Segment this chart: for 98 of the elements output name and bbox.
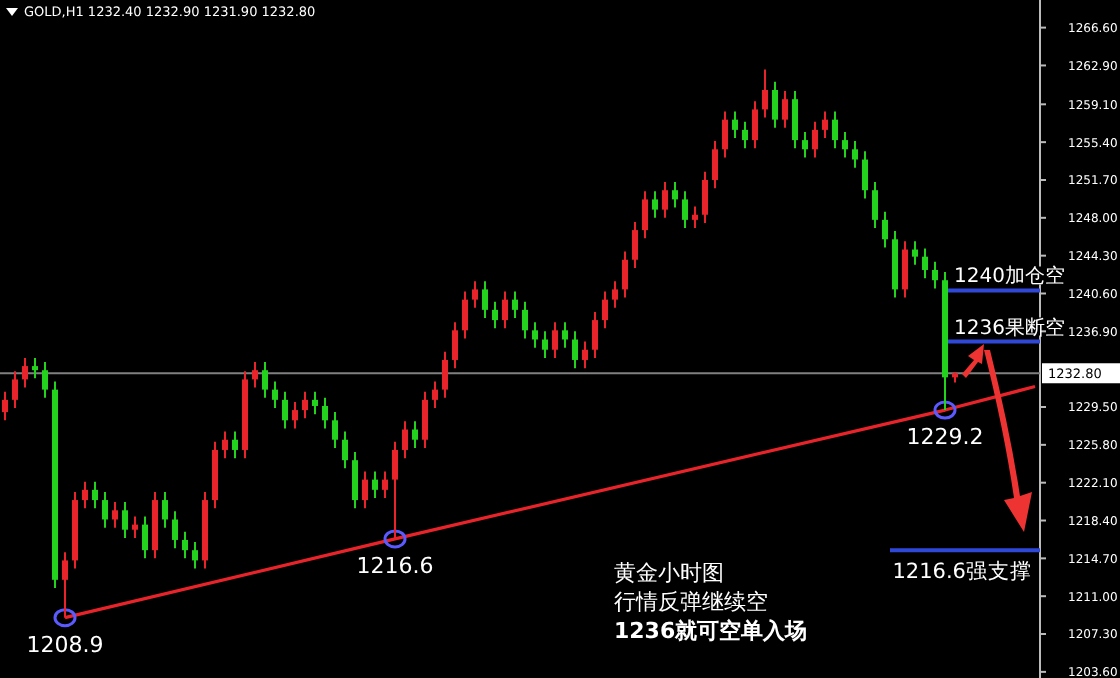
candlestick bbox=[352, 451, 358, 510]
candlestick bbox=[782, 90, 788, 129]
annotation: 1236就可空单入场 bbox=[614, 618, 808, 644]
candlestick bbox=[922, 247, 928, 280]
candlestick bbox=[92, 480, 98, 510]
candlestick bbox=[442, 350, 448, 399]
candlestick bbox=[662, 181, 668, 219]
candlestick bbox=[502, 290, 508, 330]
candlestick bbox=[32, 356, 38, 380]
candlestick bbox=[292, 400, 298, 430]
candlestick bbox=[302, 390, 308, 420]
candlestick bbox=[912, 240, 918, 266]
candlestick bbox=[172, 510, 178, 550]
candlestick bbox=[592, 310, 598, 359]
candlestick bbox=[332, 411, 338, 449]
candlestick bbox=[852, 140, 858, 169]
candlestick bbox=[862, 150, 868, 200]
candlestick bbox=[722, 110, 728, 159]
candlestick bbox=[382, 470, 388, 500]
candlestick bbox=[932, 260, 938, 290]
candlestick bbox=[12, 370, 18, 410]
candlestick bbox=[432, 380, 438, 410]
candlestick bbox=[112, 501, 118, 529]
candlestick bbox=[732, 110, 738, 140]
candlestick bbox=[772, 80, 778, 129]
candlestick bbox=[322, 396, 328, 430]
candlestick bbox=[882, 210, 888, 249]
candlestick bbox=[562, 321, 568, 349]
ref-line-label: 1240加仓空 bbox=[954, 264, 1065, 289]
candlestick bbox=[902, 240, 908, 299]
candlestick bbox=[742, 120, 748, 150]
candlestick bbox=[262, 361, 268, 399]
candlestick bbox=[792, 90, 798, 150]
candlestick bbox=[82, 480, 88, 510]
candlestick bbox=[632, 220, 638, 269]
candlestick bbox=[22, 356, 28, 389]
annotation: 行情反弹继续空 bbox=[614, 589, 768, 615]
candlestick bbox=[42, 361, 48, 399]
candlestick bbox=[122, 501, 128, 539]
data-label: 1229.2 bbox=[906, 424, 984, 451]
candlestick bbox=[372, 470, 378, 500]
candlestick bbox=[752, 100, 758, 150]
candlestick bbox=[272, 380, 278, 410]
candlestick bbox=[142, 515, 148, 560]
ref-line-label: 1216.6强支撑 bbox=[892, 558, 1032, 585]
candlestick bbox=[452, 321, 458, 370]
candlestick bbox=[612, 280, 618, 309]
candlestick bbox=[102, 490, 108, 529]
candlestick bbox=[422, 390, 428, 449]
candlestick bbox=[702, 170, 708, 224]
candlestick bbox=[342, 430, 348, 470]
candlestick bbox=[312, 390, 318, 416]
annotation: 黄金小时图 bbox=[614, 560, 724, 586]
candlestick bbox=[232, 430, 238, 460]
data-label: 1208.9 bbox=[26, 631, 104, 658]
candlestick bbox=[492, 300, 498, 330]
candlestick bbox=[832, 110, 838, 150]
candlestick bbox=[282, 390, 288, 430]
point bbox=[383, 529, 407, 549]
candlestick bbox=[162, 490, 168, 529]
candlestick bbox=[362, 470, 368, 510]
candlestick bbox=[462, 290, 468, 340]
candlestick bbox=[2, 390, 8, 422]
candlestick bbox=[642, 190, 648, 240]
candlestick bbox=[412, 420, 418, 449]
candlestick bbox=[812, 120, 818, 159]
candlestick bbox=[672, 181, 678, 209]
data-label: 1216.6 bbox=[356, 552, 434, 579]
candlestick bbox=[392, 440, 398, 540]
candlestick bbox=[532, 321, 538, 349]
point bbox=[933, 400, 957, 420]
candlestick bbox=[472, 280, 478, 309]
candlestick bbox=[622, 250, 628, 299]
point bbox=[53, 608, 77, 628]
candlestick bbox=[222, 430, 228, 460]
candlestick bbox=[692, 205, 698, 230]
candlestick bbox=[132, 515, 138, 539]
candlestick bbox=[842, 130, 848, 159]
candlestick bbox=[712, 140, 718, 190]
candlestick bbox=[542, 330, 548, 359]
candlestick bbox=[402, 420, 408, 460]
candlestick bbox=[582, 340, 588, 370]
candlestick bbox=[572, 330, 578, 370]
candlestick bbox=[762, 68, 768, 119]
candlestick bbox=[602, 290, 608, 330]
candlestick bbox=[652, 190, 658, 219]
candlestick bbox=[822, 110, 828, 140]
candlestick bbox=[522, 300, 528, 340]
candlestick bbox=[872, 181, 878, 230]
candlestick bbox=[182, 530, 188, 560]
candlestick bbox=[802, 130, 808, 159]
candlestick bbox=[682, 190, 688, 230]
candlestick bbox=[192, 540, 198, 570]
candlestick bbox=[512, 290, 518, 320]
candlestick bbox=[552, 321, 558, 359]
candlestick bbox=[482, 280, 488, 320]
ref-line-label: 1236果断空 bbox=[954, 315, 1065, 340]
candlestick bbox=[252, 361, 258, 389]
